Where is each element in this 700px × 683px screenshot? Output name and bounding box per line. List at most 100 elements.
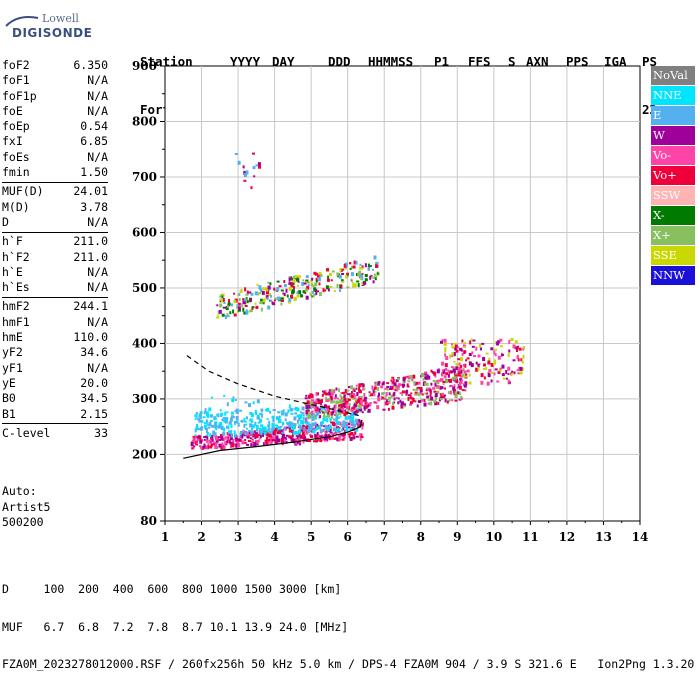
echo-point (243, 299, 247, 302)
echo-point (239, 431, 242, 436)
echo-point (233, 300, 237, 304)
echo-point (418, 392, 421, 397)
legend-item: SSE (651, 246, 695, 265)
parameter-name: yF2 (2, 345, 23, 360)
echo-point (231, 398, 235, 403)
parameter-row: M(D) 3.78 (2, 200, 108, 215)
echo-point (227, 303, 229, 308)
echo-point (257, 439, 260, 443)
echo-point (341, 408, 344, 413)
legend-item: NNE (651, 86, 695, 105)
echo-point (460, 357, 463, 362)
echo-point (238, 292, 241, 296)
echo-point (443, 375, 447, 379)
echo-point (291, 434, 294, 438)
echo-point (346, 406, 350, 409)
echo-point (361, 282, 364, 286)
echo-point (372, 276, 375, 279)
echo-point (494, 353, 497, 357)
echo-point (237, 306, 241, 311)
echo-point (317, 290, 320, 293)
echo-point (287, 300, 291, 304)
echo-point (324, 433, 328, 438)
echo-point (391, 376, 395, 379)
parameter-row: fxI 6.85 (2, 134, 108, 149)
legend-item: W (651, 126, 695, 145)
echo-point (386, 385, 390, 388)
echo-point (359, 395, 363, 398)
legend-item: X+ (651, 226, 695, 245)
echo-point (359, 274, 363, 278)
echo-point (242, 300, 246, 304)
echo-point (351, 411, 355, 415)
echo-point (355, 428, 359, 432)
echo-point (325, 396, 328, 401)
echo-point (305, 394, 308, 397)
echo-point (251, 306, 255, 309)
echo-point (227, 430, 230, 434)
echo-point (493, 372, 496, 376)
echo-point (277, 438, 281, 443)
echo-point (407, 375, 411, 380)
echo-point (310, 425, 313, 430)
echo-point (217, 311, 220, 315)
echo-point (313, 407, 317, 410)
echo-point (279, 425, 283, 428)
echo-point (349, 267, 352, 270)
echo-point (236, 304, 239, 308)
echo-point (510, 338, 514, 341)
echo-point (434, 382, 437, 387)
y-tick-label: 600 (132, 225, 157, 239)
echo-point (288, 277, 291, 282)
echo-point (368, 391, 371, 394)
echo-point (362, 384, 365, 388)
echo-point (315, 434, 318, 439)
parameter-value: 1.50 (80, 165, 108, 180)
echo-point (361, 422, 364, 425)
parameter-value: 211.0 (73, 234, 108, 249)
echo-point (367, 408, 371, 413)
echo-point (511, 370, 514, 373)
echo-point (337, 407, 341, 412)
echo-point (482, 357, 486, 361)
echo-point (341, 396, 344, 401)
echo-point (373, 273, 376, 277)
parameter-value: 34.5 (80, 391, 108, 406)
echo-point (345, 400, 349, 405)
echo-point (305, 414, 309, 417)
echo-point (320, 407, 324, 410)
echo-point (385, 394, 388, 398)
echo-point (373, 401, 377, 404)
echo-point (500, 345, 503, 348)
echo-point (496, 380, 500, 383)
echo-point (464, 381, 468, 386)
echo-point (305, 417, 307, 422)
echo-point (249, 423, 253, 428)
echo-point (205, 419, 208, 423)
echo-point (369, 401, 372, 404)
echo-point (250, 292, 254, 296)
echo-point (443, 338, 447, 343)
echo-point (477, 366, 480, 371)
echo-point (516, 348, 518, 352)
echo-point (280, 289, 284, 292)
echo-point (357, 272, 361, 277)
echo-point (250, 430, 254, 435)
parameter-row: MUF(D) 24.01 (2, 184, 108, 199)
echo-point (438, 399, 441, 402)
echo-point (385, 392, 388, 396)
echo-point (508, 349, 511, 353)
echo-point (232, 438, 235, 443)
auto-label: Auto: (2, 484, 37, 498)
echo-point (271, 425, 275, 430)
echo-point (296, 439, 300, 441)
y-tick-label: 500 (132, 281, 157, 295)
echo-point (243, 179, 247, 182)
echo-point (296, 419, 299, 424)
echo-point (349, 419, 353, 423)
echo-point (350, 427, 353, 431)
echo-point (390, 394, 393, 398)
echo-point (359, 263, 362, 266)
echo-point (455, 366, 459, 371)
echo-point (322, 288, 325, 293)
